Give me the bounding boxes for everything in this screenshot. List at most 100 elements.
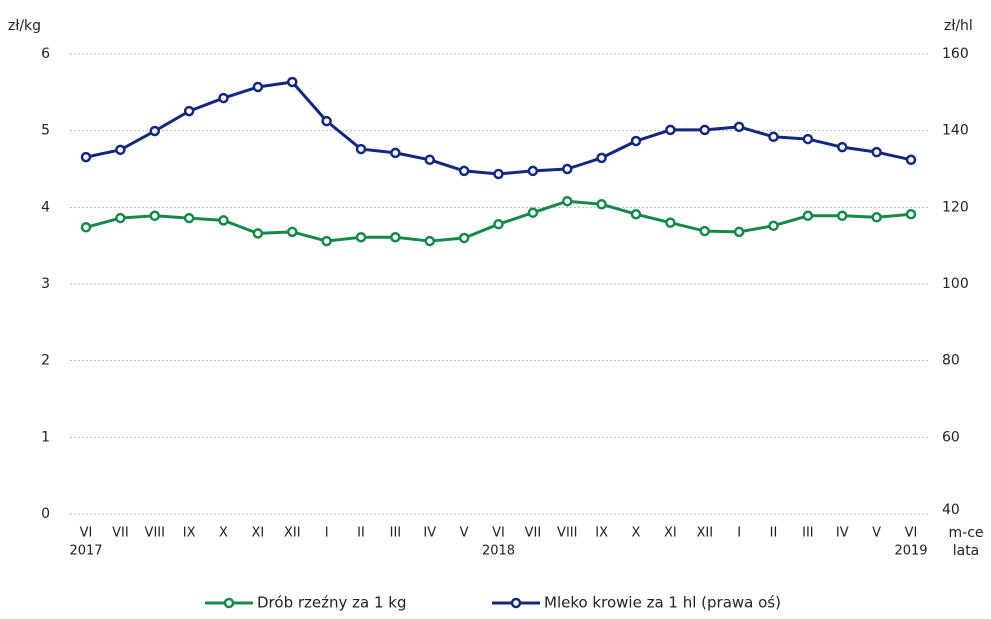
point [149, 125, 160, 137]
x-tick-label: XII [284, 526, 301, 541]
point [905, 154, 917, 166]
y-tick-label: 1 [41, 429, 50, 445]
y-tick-label: 4 [41, 199, 50, 215]
point [424, 154, 435, 166]
point [183, 105, 195, 117]
x-tick-label: IX [183, 526, 196, 541]
legend-label: Mleko krowie za 1 hl (prawa oś) [544, 594, 781, 612]
point [115, 212, 126, 224]
point [355, 143, 367, 155]
point [493, 218, 504, 230]
y2-axis-label: zł/hl [944, 18, 973, 34]
x-tick-label: X [632, 526, 641, 541]
x-tick-label: III [802, 526, 814, 541]
x-tick-label: VI [492, 526, 505, 541]
point [871, 146, 882, 158]
point [596, 199, 607, 210]
y2-tick-label: 100 [942, 276, 969, 292]
point [562, 163, 573, 175]
x-group-tick-label: 2019 [894, 544, 927, 559]
point [733, 226, 745, 238]
x-tick-label: XI [664, 526, 677, 541]
point [287, 76, 298, 88]
point [80, 151, 92, 163]
point [596, 152, 607, 164]
point [424, 235, 435, 247]
y-tick-label: 0 [41, 506, 50, 522]
legend-marker [223, 597, 235, 609]
x-axis-label: m-ce [949, 525, 984, 541]
series-line [85, 80, 912, 176]
point [321, 115, 332, 127]
point [630, 135, 642, 147]
y2-tick-label: 80 [942, 353, 960, 369]
point [252, 81, 264, 93]
point [183, 212, 195, 224]
x-tick-label: VIII [145, 526, 165, 541]
point [527, 165, 539, 177]
y-tick-label: 6 [41, 46, 50, 62]
point [355, 231, 367, 243]
point [115, 144, 126, 156]
y2-tick-label: 60 [942, 429, 960, 445]
legend-label: Drób rzeźny za 1 kg [257, 594, 407, 612]
x-tick-label: VI [80, 526, 93, 541]
x-tick-label: II [357, 526, 365, 541]
y2-tick-label: 160 [942, 46, 969, 62]
x-tick-label: XII [696, 526, 713, 541]
point [699, 225, 710, 237]
x-tick-label: IV [836, 526, 849, 541]
x-tick-label: IX [595, 526, 608, 541]
y2-tick-label: 120 [942, 199, 969, 215]
point [733, 121, 745, 133]
x-tick-label: V [872, 526, 881, 541]
point [527, 207, 539, 218]
x-tick-label: VII [112, 526, 129, 541]
y-tick-label: 3 [41, 276, 50, 292]
x-tick-label: IV [423, 526, 436, 541]
point [458, 232, 470, 244]
point [768, 220, 779, 231]
legend-marker [510, 597, 522, 609]
y2-tick-label: 40 [942, 502, 960, 518]
point [252, 228, 264, 239]
y-tick-label: 2 [41, 353, 50, 369]
point [665, 217, 676, 228]
point [458, 165, 470, 177]
point [287, 226, 298, 238]
point [768, 131, 779, 143]
point [218, 215, 229, 226]
x-tick-label: XI [252, 526, 265, 541]
x-group-tick-label: 2018 [482, 544, 515, 559]
x-tick-label: III [390, 526, 402, 541]
x-group-label: lata [953, 543, 980, 559]
point [80, 222, 92, 233]
x-tick-label: V [460, 526, 469, 541]
point [390, 147, 401, 159]
x-tick-label: VII [525, 526, 542, 541]
point [630, 208, 642, 220]
point [837, 210, 848, 222]
point [802, 133, 814, 145]
x-tick-label: I [325, 526, 329, 541]
point [321, 235, 332, 247]
point [837, 141, 848, 153]
x-group-tick-label: 2017 [69, 544, 102, 559]
x-tick-label: VIII [557, 526, 577, 541]
x-tick-label: X [219, 526, 228, 541]
x-tick-label: II [770, 526, 778, 541]
point [871, 212, 882, 223]
x-tick-label: I [737, 526, 741, 541]
y2-tick-label: 140 [942, 123, 969, 139]
point [699, 124, 710, 136]
y-axis-label: zł/kg [8, 18, 41, 34]
point [905, 208, 917, 220]
x-tick-label: VI [905, 526, 918, 541]
point [562, 195, 573, 207]
point [493, 168, 504, 180]
y-tick-label: 5 [41, 123, 50, 139]
point [665, 124, 676, 136]
point [149, 210, 160, 222]
point [218, 92, 229, 104]
